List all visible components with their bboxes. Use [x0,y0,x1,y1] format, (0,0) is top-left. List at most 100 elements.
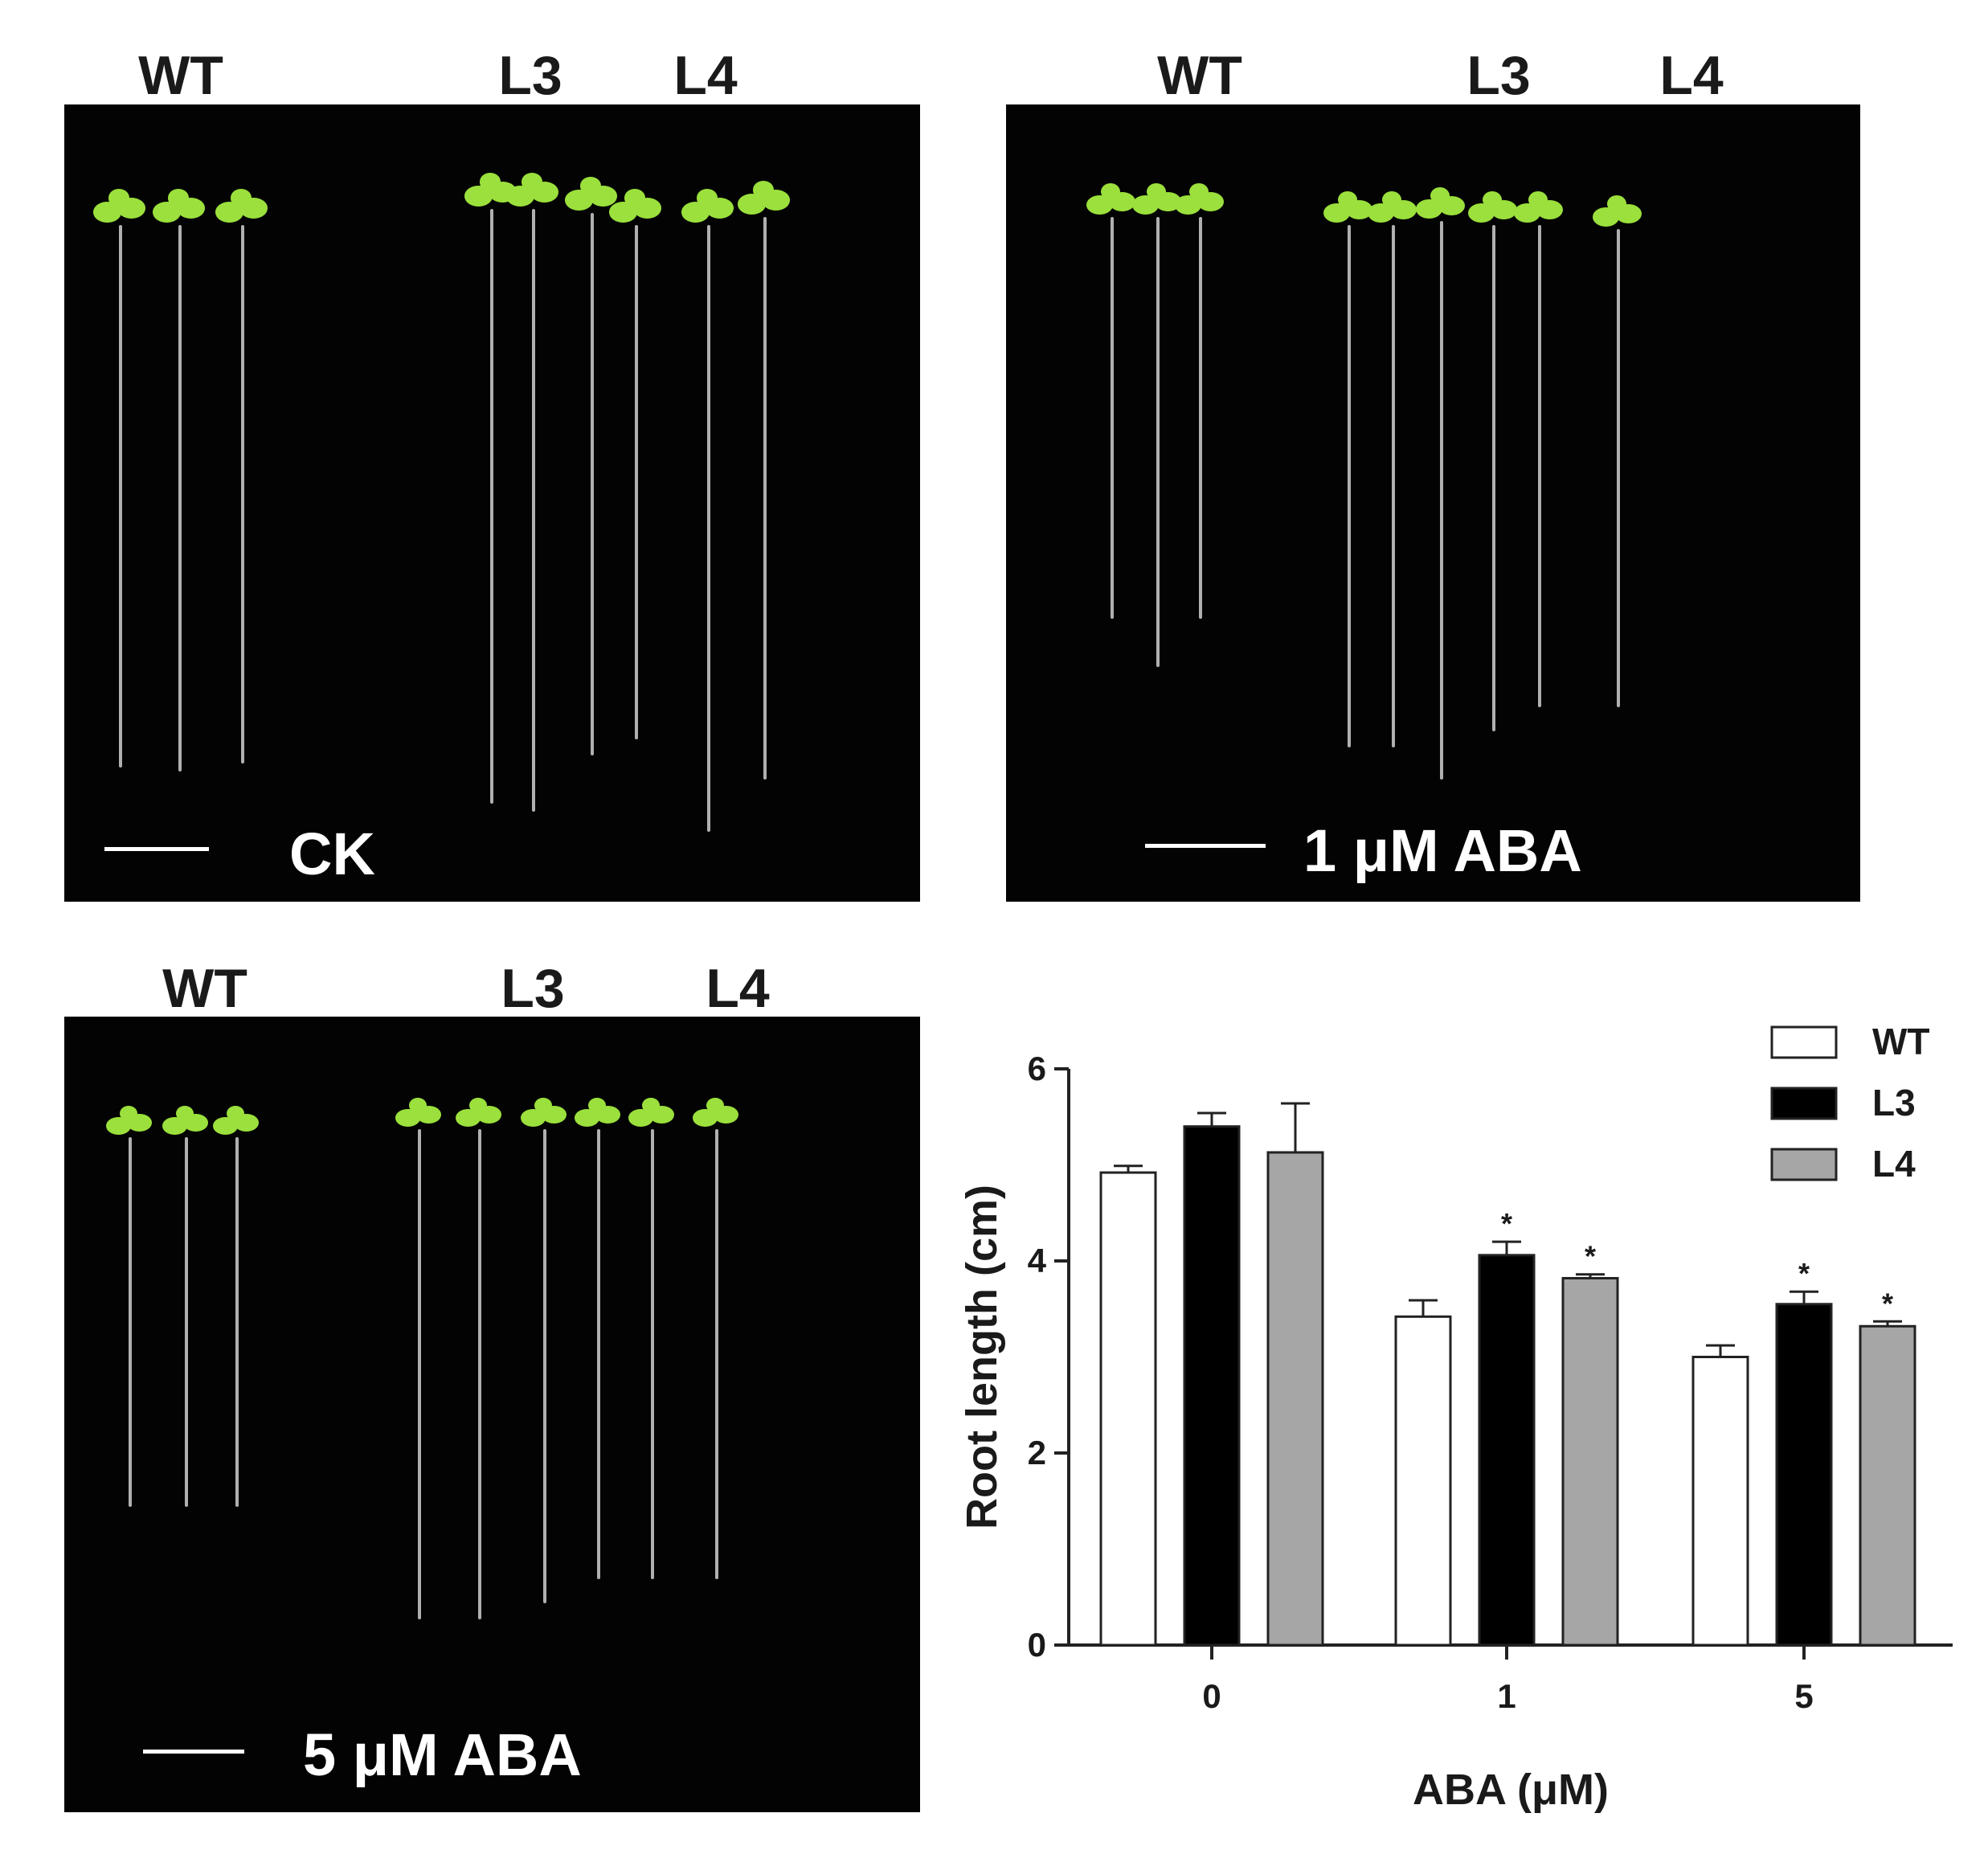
seedling-leaf [456,1108,481,1128]
y-axis-label: Root length (cm) [958,1185,1006,1529]
seedling-leaf [1528,191,1548,208]
seedling-root [1348,225,1351,747]
seedling-leaf [108,189,129,207]
bar [1266,1151,1324,1647]
seedling-leaf [106,1116,131,1136]
seedling-leaf [119,1105,138,1122]
seedling-leaf [706,1097,725,1114]
aba1-label-l4: L4 [1659,45,1724,106]
seedling-leaf [395,1108,420,1128]
legend-label: WT [1872,1021,1930,1062]
seedling-root [418,1129,421,1619]
seedling-leaf [213,1116,238,1136]
seedling-leaf [628,1108,653,1128]
seedling-leaf [168,189,189,207]
bar [1183,1125,1241,1647]
ck-label-wt: WT [138,45,223,106]
bar [1859,1324,1916,1647]
seedling-root [597,1129,600,1579]
seedling-root [1199,217,1202,619]
x-tick-label: 0 [1202,1677,1221,1715]
seedling-root [651,1129,654,1579]
bar [1691,1356,1749,1647]
panel-caption-1uM-aba: 1 μM ABA [1303,817,1582,884]
aba5-label-l4: L4 [706,958,770,1019]
x-tick-label: 1 [1497,1677,1516,1715]
seedling-leaf [697,189,718,207]
seedling-root [715,1129,718,1579]
seedling-photo-ck: CK [64,104,920,902]
bar [1099,1171,1157,1647]
bar [1478,1254,1536,1647]
seedling-leaf [1483,191,1502,208]
seedling-leaf [1338,191,1357,208]
seedling-leaf [162,1116,187,1136]
seedling-root [1392,225,1395,747]
seedling-leaf [521,1108,546,1128]
scale-bar [104,847,209,851]
seedling-root [490,209,493,804]
seedling-leaf [522,173,542,191]
seedling-leaf [231,189,252,207]
aba1-label-l3: L3 [1466,45,1531,106]
y-tick-label: 4 [1028,1242,1047,1279]
seedling-root [707,225,710,832]
seedling-root [1440,221,1443,780]
seedling-root [1492,225,1495,731]
bar [1775,1303,1833,1647]
seedling-leaf [1189,183,1209,200]
seedling-leaf [175,1105,194,1122]
significance-mark: * [1882,1287,1893,1320]
seedling-root [185,1137,188,1507]
seedling-root [129,1137,132,1507]
seedling-leaf [408,1097,427,1114]
legend-swatch [1770,1087,1838,1120]
seedling-root [1156,217,1160,667]
seedling-root [178,225,182,772]
seedling-leaf [1101,183,1120,200]
seedling-leaf [480,173,501,191]
seedling-photo-5uM-aba: 5 μM ABA [64,1017,920,1812]
seedling-leaf [1147,183,1166,200]
seedling-leaf [587,1097,607,1114]
panel-caption-5uM-aba: 5 μM ABA [303,1721,582,1788]
scale-bar [143,1750,244,1754]
aba5-label-l3: L3 [501,958,565,1019]
ck-label-l3: L3 [498,45,562,106]
seedling-leaf [693,1108,718,1128]
bar [1394,1315,1452,1647]
seedling-leaf [624,189,645,207]
x-axis-label: ABA (μM) [1413,1766,1609,1814]
seedling-root [591,213,594,755]
panel-caption-ck: CK [289,821,375,887]
seedling-root [241,225,244,763]
scale-bar [1145,844,1266,848]
significance-mark: * [1501,1207,1512,1240]
legend-label: L4 [1872,1143,1916,1185]
legend-swatch [1770,1025,1838,1059]
seedling-leaf [641,1097,661,1114]
x-tick-label: 5 [1794,1677,1813,1715]
y-tick-label: 6 [1028,1050,1046,1087]
seedling-root [635,225,638,739]
seedling-leaf [226,1105,245,1122]
seedling-root [119,225,122,767]
seedling-root [1538,225,1541,707]
seedling-leaf [468,1097,488,1114]
bar [1561,1277,1619,1647]
y-tick-label: 0 [1028,1626,1046,1664]
seedling-leaf [1382,191,1401,208]
seedling-leaf [753,181,774,199]
aba5-label-wt: WT [162,958,247,1019]
seedling-root [532,209,535,812]
ck-label-l4: L4 [673,45,738,106]
seedling-leaf [580,177,601,195]
legend-label: L3 [1872,1082,1916,1124]
aba1-label-wt: WT [1157,45,1242,106]
significance-mark: * [1585,1240,1596,1273]
legend-swatch [1770,1148,1838,1181]
seedling-root [1617,229,1620,707]
seedling-root [763,217,767,780]
seedling-leaf [534,1097,553,1114]
seedling-leaf [575,1108,599,1128]
